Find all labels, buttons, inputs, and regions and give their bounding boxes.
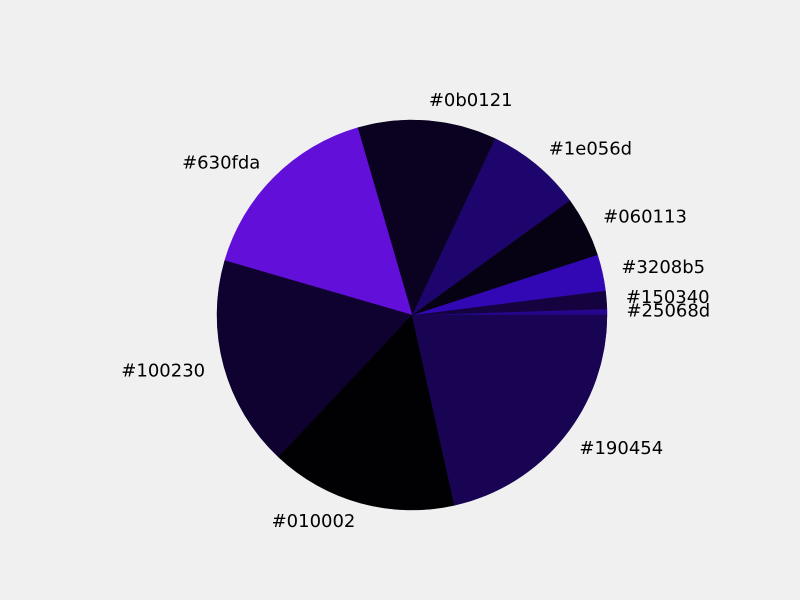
slice-label: #1e056d <box>549 139 632 160</box>
slice-label: #150340 <box>626 287 710 308</box>
pie-slices <box>216 119 608 511</box>
slice-label: #190454 <box>579 438 663 459</box>
pie-slice <box>411 138 571 316</box>
pie-labels: #25068d#150340 #3208b5 #060113 #1e056d #0b01… <box>121 90 710 532</box>
pie-slice <box>224 127 413 316</box>
pie-slice <box>278 314 455 511</box>
slice-label: #100230 <box>121 361 205 382</box>
pie-slice <box>357 119 496 316</box>
slice-label: #0b0121 <box>429 90 513 111</box>
slice-label: #3208b5 <box>621 257 705 278</box>
pie-slice <box>216 260 413 458</box>
slice-label: #060113 <box>603 207 687 228</box>
slice-label: #25068d <box>626 301 710 322</box>
pie-slice <box>411 314 608 506</box>
slice-label: #630fda <box>182 152 260 173</box>
slice-label: #010002 <box>272 511 356 532</box>
